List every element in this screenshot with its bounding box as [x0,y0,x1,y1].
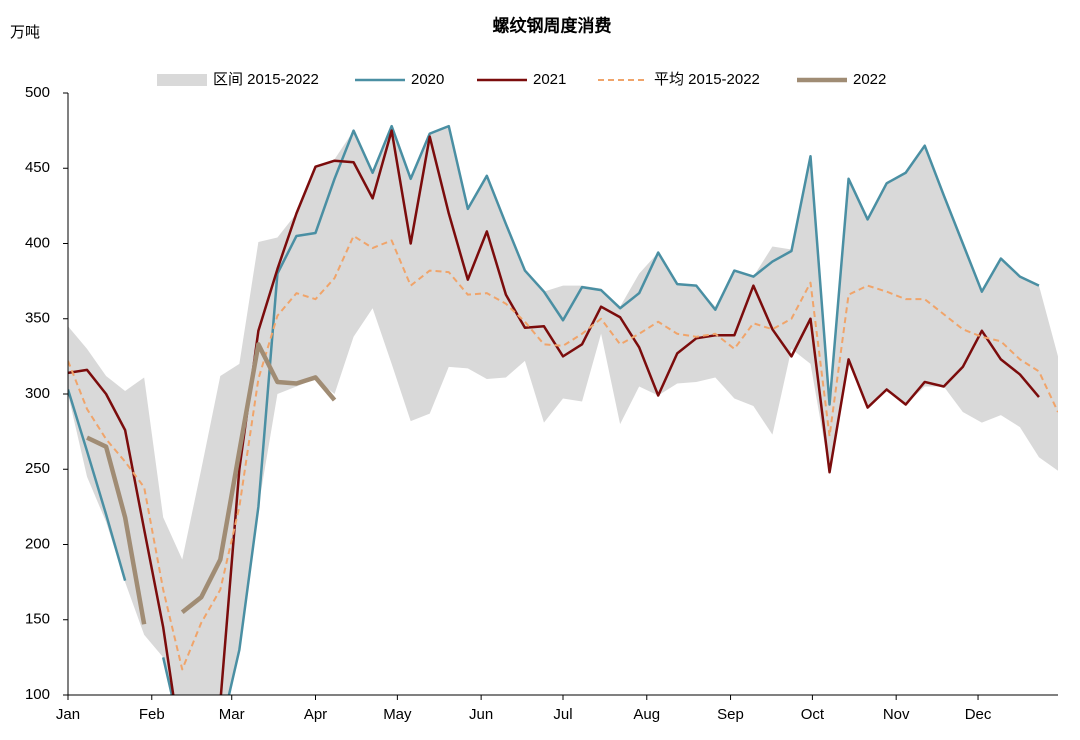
x-tick-label: Jan [56,706,80,723]
y-tick-label: 350 [25,310,50,327]
plot-area [68,124,1058,695]
y-tick-label: 150 [25,611,50,628]
series-line [68,124,1040,695]
legend-swatch [157,74,207,86]
x-tick-label: May [383,706,412,723]
legend-label: 2021 [533,71,566,88]
x-tick-label: Sep [717,706,744,723]
x-tick-label: Apr [304,706,327,723]
legend-label: 区间 2015-2022 [213,71,319,88]
series-line [68,129,1040,695]
y-axis-unit: 万吨 [10,24,40,41]
series-line [86,342,337,625]
legend: 区间 2015-2022 2020 2021 平均 2015-2022 2022 [157,71,886,88]
x-tick-label: Nov [883,706,910,723]
x-tick-label: Jun [469,706,493,723]
range-band [68,126,1058,695]
axes: 100 150 200 250 300 350 400 450 500 Jan Feb Mar Apr M… [25,84,1058,723]
y-tick-label: 200 [25,535,50,552]
x-tick-label: Oct [801,706,825,723]
chart-title: 螺纹钢周度消费 [493,15,612,35]
y-tick-label: 400 [25,234,50,251]
x-tick-label: Jul [553,706,572,723]
y-tick-label: 300 [25,385,50,402]
legend-label: 2020 [411,71,444,88]
x-tick-label: Dec [965,706,992,723]
series-line [68,234,1058,671]
x-tick-label: Mar [219,706,245,723]
legend-label: 平均 2015-2022 [654,71,760,88]
y-tick-label: 250 [25,460,50,477]
x-tick-label: Feb [139,706,165,723]
y-tick-label: 100 [25,686,50,703]
y-tick-label: 500 [25,84,50,101]
x-tick-label: Aug [633,706,660,723]
y-tick-label: 450 [25,159,50,176]
legend-label: 2022 [853,71,886,88]
